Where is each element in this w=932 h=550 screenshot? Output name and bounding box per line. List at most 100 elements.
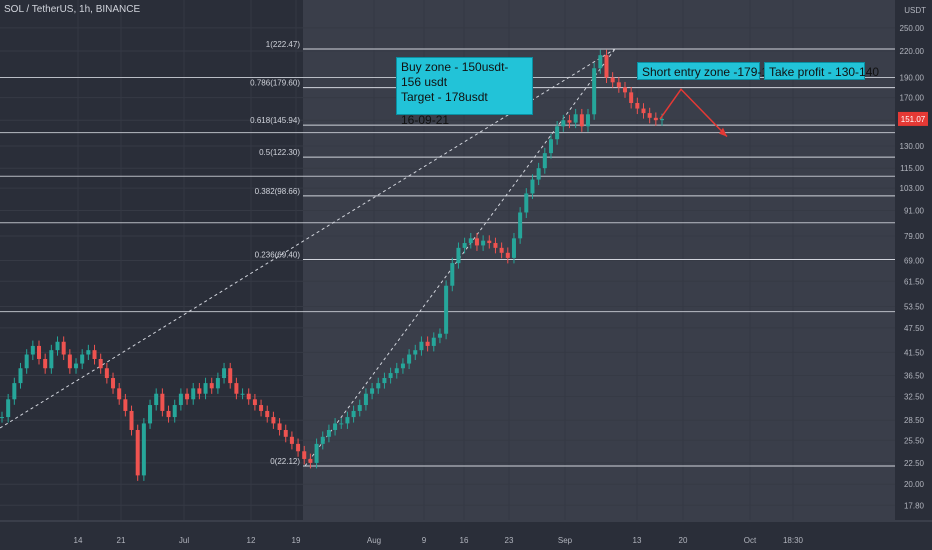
price-candle — [240, 393, 245, 395]
price-candle — [468, 238, 473, 244]
price-candle — [610, 77, 615, 83]
price-candle — [660, 119, 664, 121]
price-candle — [573, 114, 578, 123]
price-candle — [271, 417, 276, 424]
price-candle — [178, 393, 183, 406]
price-candle — [567, 120, 572, 123]
price-candle — [629, 92, 634, 103]
price-candle — [215, 378, 220, 389]
price-candle — [647, 113, 652, 118]
y-tick-label: 250.00 — [900, 24, 925, 33]
y-tick-label: 53.50 — [904, 302, 925, 311]
target-text: Target - 178usdt — [401, 90, 488, 104]
y-tick-label: 103.00 — [900, 184, 925, 193]
price-candle — [437, 333, 442, 338]
x-tick-label: Sep — [558, 536, 573, 545]
price-candle — [172, 405, 177, 418]
y-tick-label: 91.00 — [904, 206, 925, 215]
price-candle — [585, 114, 590, 127]
y-tick-label: 36.50 — [904, 372, 925, 381]
fib-level-label: 0.5(122.30) — [259, 148, 300, 157]
price-candle — [117, 388, 122, 400]
y-tick-label: 61.50 — [904, 277, 925, 286]
x-tick-label: Oct — [744, 536, 757, 545]
x-tick-label: 12 — [247, 536, 256, 545]
price-candle — [462, 243, 467, 248]
short-entry-callout: Short entry zone -179-190 — [637, 62, 781, 80]
price-candle — [104, 368, 109, 379]
fib-level-label: 0.786(179.60) — [250, 79, 300, 88]
y-tick-label: 190.00 — [900, 74, 925, 83]
price-candle — [450, 263, 455, 286]
x-tick-label: 21 — [117, 536, 126, 545]
x-tick-label: 20 — [679, 536, 688, 545]
y-tick-label: 115.00 — [900, 164, 924, 173]
price-candle — [339, 423, 344, 425]
price-candle — [345, 417, 350, 424]
price-candle — [326, 429, 331, 437]
price-candle — [444, 285, 449, 334]
y-tick-label: 17.80 — [904, 501, 925, 510]
price-axis[interactable]: 17.80 20.00 22.50 25.50 28.50 32.50 36.50 41.50… — [898, 6, 928, 510]
price-candle — [74, 363, 79, 369]
price-candle — [12, 383, 17, 400]
price-candle — [425, 341, 430, 346]
price-candle — [191, 388, 196, 400]
price-candle — [487, 240, 492, 244]
price-candle — [561, 120, 566, 127]
x-tick-label: 18:30 — [783, 536, 804, 545]
price-candle — [524, 193, 529, 213]
price-candle — [135, 429, 140, 476]
x-tick-label: 14 — [74, 536, 83, 545]
price-candle — [376, 383, 381, 389]
price-candle — [641, 108, 646, 114]
price-candle — [228, 368, 233, 384]
y-tick-label: 22.50 — [904, 459, 925, 468]
price-candle — [185, 393, 190, 400]
x-tick-label: 19 — [292, 536, 301, 545]
price-candle — [592, 68, 597, 115]
price-candle — [505, 252, 510, 258]
price-candle — [542, 153, 547, 169]
price-candle — [598, 55, 603, 69]
price-candle — [92, 350, 97, 359]
y-tick-label: 220.00 — [900, 47, 925, 56]
price-candle — [49, 350, 54, 369]
price-candle — [493, 243, 498, 248]
price-candle — [18, 368, 23, 384]
y-tick-label: 41.50 — [904, 348, 925, 357]
price-tag — [898, 111, 928, 126]
price-candle — [308, 458, 313, 463]
price-candle — [481, 240, 486, 246]
price-candle — [555, 126, 560, 140]
price-candle — [203, 383, 208, 394]
price-candle — [419, 341, 424, 351]
price-candle — [160, 393, 165, 411]
price-tag-label: 151.07 — [901, 115, 926, 124]
y-tick-label: 170.00 — [900, 94, 925, 103]
price-candle — [234, 383, 239, 394]
price-candle — [43, 358, 48, 369]
price-candle — [394, 368, 399, 374]
price-candle — [333, 423, 338, 430]
price-candle — [265, 410, 270, 418]
x-tick-label: 16 — [460, 536, 469, 545]
projection-arrowhead — [719, 127, 727, 137]
price-candle — [283, 429, 288, 437]
fib-level-label: 0.236(69.40) — [255, 250, 301, 259]
time-axis[interactable]: 14 21 Jul 12 19 Aug 9 16 23 Sep 13 20 Oct 18:30 — [0, 520, 932, 545]
price-candle — [246, 393, 251, 400]
price-candle — [67, 354, 72, 369]
price-candle — [6, 399, 11, 418]
price-candle — [579, 114, 584, 127]
price-candle — [86, 350, 91, 355]
x-tick-label: 9 — [422, 536, 427, 545]
buy-zone-callout: Buy zone - 150usdt- 156 usdt Target - 17… — [396, 57, 533, 127]
price-candle — [141, 423, 146, 476]
y-tick-label: 32.50 — [904, 392, 925, 401]
price-candle — [400, 363, 405, 369]
price-candle — [166, 410, 171, 418]
price-candle — [61, 341, 66, 355]
price-candle — [536, 168, 541, 180]
price-candle — [351, 410, 356, 418]
